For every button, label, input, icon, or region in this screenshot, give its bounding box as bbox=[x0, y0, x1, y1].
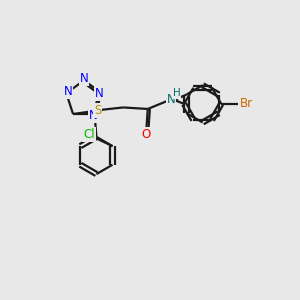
Text: H: H bbox=[173, 88, 180, 98]
Text: N: N bbox=[89, 109, 98, 122]
Text: N: N bbox=[95, 87, 104, 100]
Text: Cl: Cl bbox=[83, 128, 95, 141]
Text: O: O bbox=[142, 128, 151, 141]
Text: N: N bbox=[63, 85, 72, 98]
Text: N: N bbox=[167, 93, 176, 106]
Text: Br: Br bbox=[240, 97, 253, 110]
Text: N: N bbox=[80, 72, 88, 86]
Text: S: S bbox=[94, 104, 101, 117]
